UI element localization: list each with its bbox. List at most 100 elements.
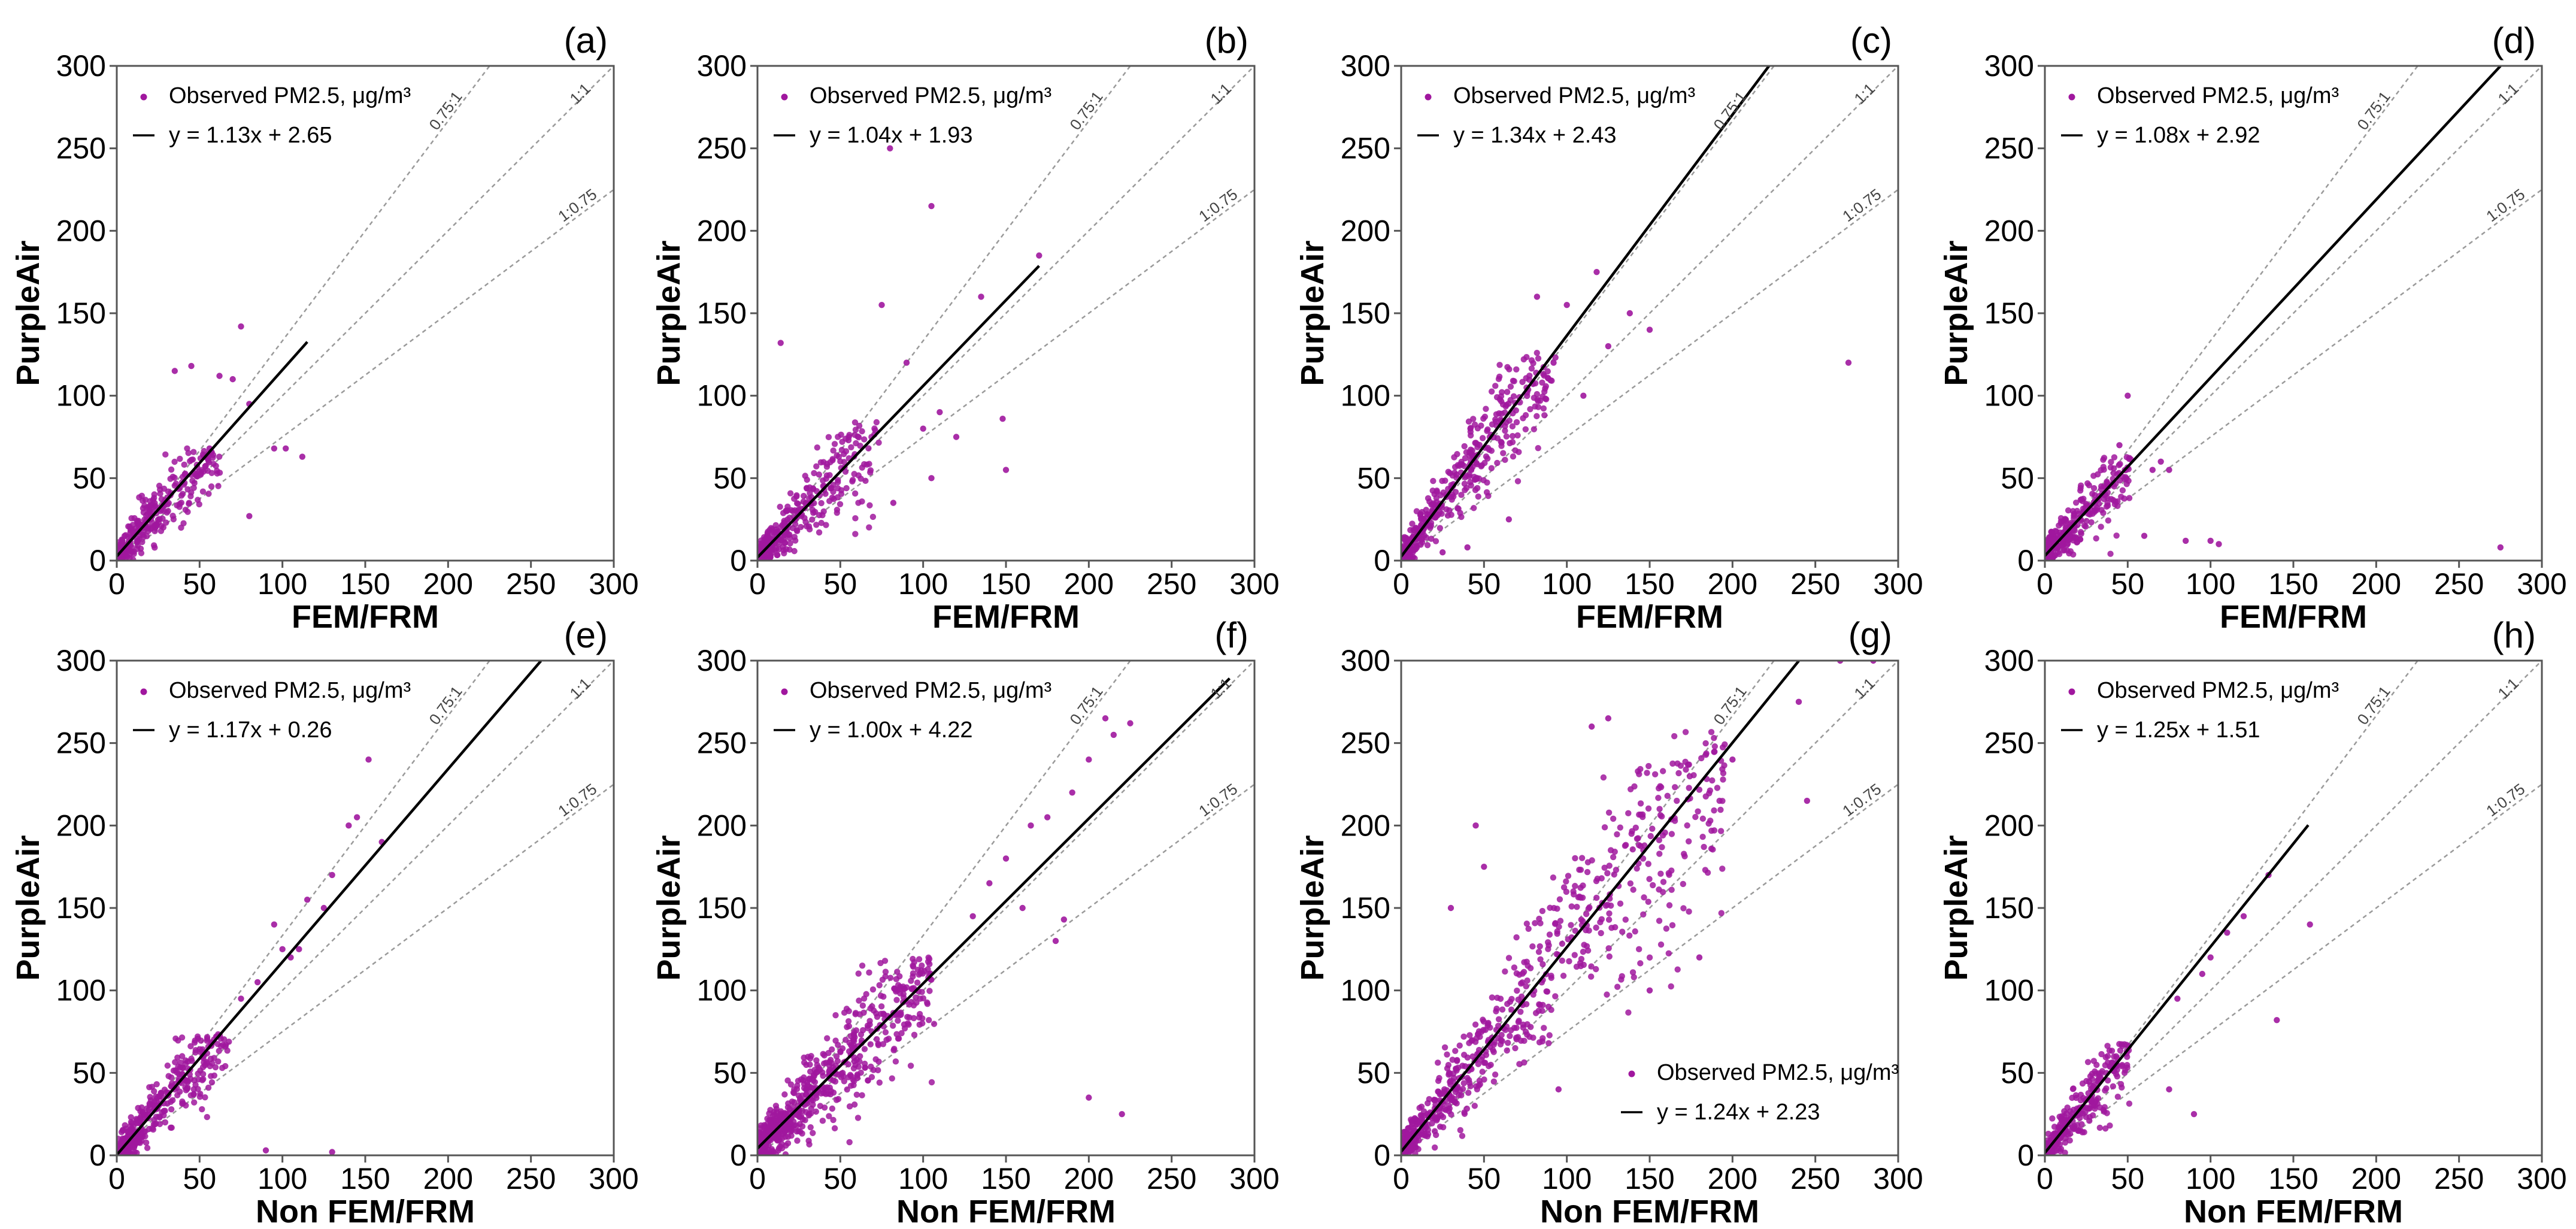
data-point [1719,766,1726,773]
data-point [784,1133,792,1140]
data-point [2083,517,2090,525]
data-point [1545,1040,1552,1046]
data-point [1496,362,1503,368]
data-point [870,1007,877,1014]
x-tick-label: 200 [1708,567,1757,601]
data-point [1434,1115,1441,1122]
data-point [859,1092,865,1098]
data-point [1512,447,1519,454]
data-point [866,1018,873,1024]
data-point [1429,1120,1435,1127]
data-point [212,1064,219,1071]
y-tick-label: 250 [697,726,747,760]
data-point [164,1062,171,1069]
x-tick-label: 250 [2434,1162,2484,1195]
data-point [177,455,183,462]
data-point [1462,455,1469,462]
data-point [1607,847,1614,853]
data-point [1804,797,1811,804]
data-point [199,1106,205,1113]
data-point [1578,855,1586,861]
data-point [919,962,925,969]
data-point [824,1035,831,1042]
data-point [777,340,784,346]
data-point [1413,544,1420,551]
data-point [882,1029,889,1036]
data-point [216,453,223,460]
data-point [878,302,885,308]
data-point [1556,896,1563,903]
data-point [2108,1048,2116,1054]
data-point [1617,824,1623,831]
data-point [1028,822,1034,829]
data-point [1477,1081,1483,1088]
data-point [825,434,832,441]
reference-line-label: 1:1 [2494,674,2522,703]
data-point [853,1091,860,1098]
plot-area [2045,661,2542,1155]
data-point [1409,1120,1416,1127]
reference-line [757,66,1131,561]
data-point [842,468,849,475]
data-point [224,1047,231,1054]
data-point [180,520,187,526]
y-tick-label: 200 [56,809,106,842]
legend-marker [781,93,788,101]
data-point [183,1102,189,1109]
data-point [1454,1057,1460,1064]
panel-label: (b) [1205,20,1248,60]
data-point [859,1002,866,1009]
data-point [1606,862,1613,869]
data-point [986,880,993,886]
data-point [1572,855,1578,862]
data-point [196,1094,204,1100]
data-point [2207,954,2214,961]
data-point [852,426,859,433]
data-point [2052,1142,2059,1149]
data-point [1490,1041,1498,1048]
data-point [791,547,798,555]
data-point [816,529,823,536]
data-point [837,458,844,465]
data-point [2063,523,2070,530]
y-tick-label: 150 [1341,891,1390,925]
reference-line [757,189,1254,561]
data-point [1593,894,1600,901]
y-tick-label: 200 [697,214,747,247]
data-point [1483,489,1490,496]
data-point [901,1025,908,1032]
data-point [1627,880,1634,887]
data-point [1483,453,1490,460]
data-point [1471,505,1477,511]
legend-points-label: Observed PM2.5, μg/m³ [1453,83,1695,108]
data-point [832,1012,839,1019]
data-point [907,1062,914,1069]
data-point [204,1113,211,1121]
data-point [1634,836,1641,842]
data-point [1546,1032,1553,1039]
data-point [1472,487,1479,494]
data-point [1577,885,1584,891]
data-point [2121,495,2128,502]
data-point [1657,870,1664,877]
data-point [2119,1061,2126,1068]
data-point [879,976,886,983]
data-point [216,1048,222,1054]
data-point [875,1058,882,1065]
data-point [1509,423,1516,430]
data-point [847,1071,854,1079]
data-point [1690,772,1697,779]
data-point [1548,974,1554,981]
y-tick-label: 50 [72,461,106,495]
data-point [926,955,933,962]
data-point [830,488,837,495]
reference-line [757,783,1254,1155]
data-point [2072,500,2080,506]
data-point [1449,1057,1456,1063]
data-point [1584,868,1591,876]
data-point [765,1128,772,1135]
data-point [1409,520,1416,527]
data-point [771,529,778,537]
data-point [867,1041,874,1048]
data-point [969,913,976,919]
